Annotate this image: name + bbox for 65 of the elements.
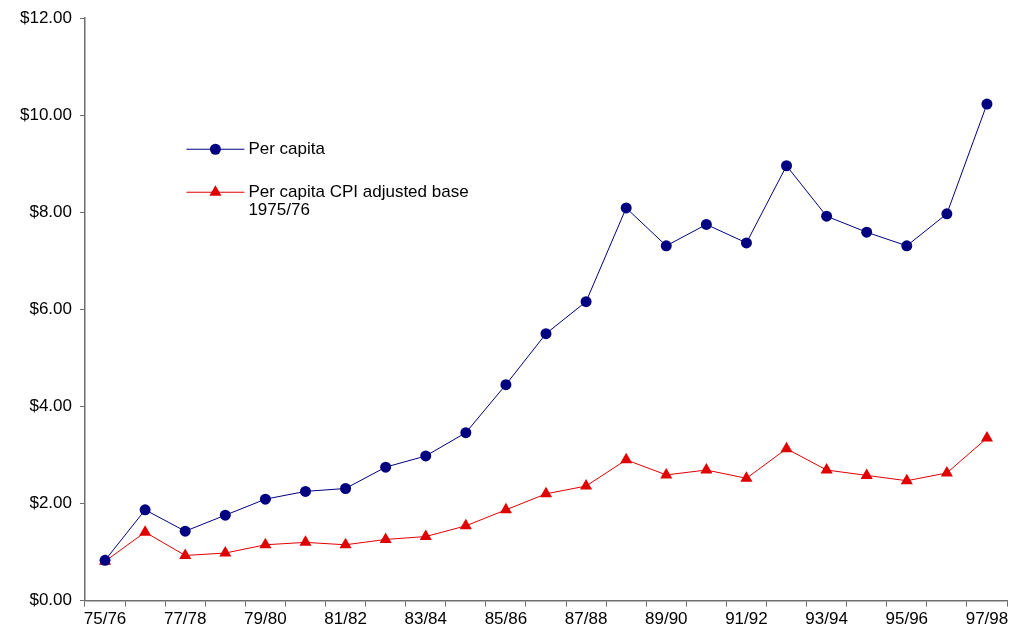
x-tick-label: 97/98	[965, 609, 1009, 629]
y-tick-label: $2.00	[29, 493, 72, 513]
point	[460, 427, 472, 439]
point	[580, 479, 593, 490]
point	[259, 493, 271, 505]
point	[219, 546, 232, 557]
point	[499, 502, 512, 514]
point	[700, 463, 713, 474]
point	[340, 482, 352, 494]
y-tick-label: $4.00	[29, 396, 72, 416]
point	[781, 160, 793, 172]
y-tick-label: $0.00	[29, 590, 72, 610]
point	[660, 467, 673, 479]
x-tick-label: 95/96	[885, 609, 929, 629]
point	[299, 485, 311, 497]
x-tick-label: 81/82	[324, 609, 367, 629]
point	[820, 463, 833, 474]
point	[901, 240, 913, 252]
point	[941, 208, 953, 220]
x-tick-label: 79/80	[244, 609, 287, 629]
point	[620, 202, 632, 214]
point	[940, 465, 953, 477]
point	[139, 525, 152, 536]
point	[339, 537, 352, 549]
y-tick-label: $6.00	[29, 299, 72, 319]
x-tick-label: 87/88	[564, 609, 608, 629]
point	[379, 532, 392, 543]
y-tick-label: $10.00	[20, 104, 72, 124]
legend-label: Per capita	[248, 138, 326, 158]
point	[780, 441, 793, 453]
point	[580, 296, 592, 308]
y-tick-label: $12.00	[20, 7, 72, 27]
point	[139, 504, 151, 516]
legend-label: Per capita CPI adjusted base 1975/76	[248, 181, 469, 219]
point	[740, 237, 752, 249]
point	[419, 529, 432, 541]
x-tick-label: 93/94	[805, 609, 848, 629]
point	[420, 450, 432, 462]
point	[620, 452, 633, 464]
x-tick-label: 89/90	[644, 609, 688, 629]
x-tick-label: 85/86	[484, 609, 528, 629]
point	[299, 535, 312, 546]
point	[821, 210, 833, 222]
point	[981, 98, 993, 110]
point	[980, 431, 994, 442]
point	[259, 537, 272, 549]
point	[740, 471, 753, 482]
point	[540, 328, 552, 340]
x-tick-label: 75/76	[83, 609, 127, 629]
point	[459, 518, 472, 530]
x-tick-label: 83/84	[404, 609, 448, 629]
x-tick-label: 77/78	[163, 609, 207, 629]
x-tick-label: 91/92	[725, 609, 768, 629]
point	[861, 226, 873, 238]
point	[179, 525, 191, 537]
point	[660, 240, 672, 252]
point	[179, 548, 192, 559]
point	[380, 461, 392, 473]
point	[900, 473, 913, 485]
point	[219, 509, 231, 521]
y-tick-label: $8.00	[29, 202, 72, 222]
point	[860, 468, 873, 479]
point	[500, 379, 512, 391]
point	[700, 218, 712, 230]
point	[539, 486, 553, 498]
